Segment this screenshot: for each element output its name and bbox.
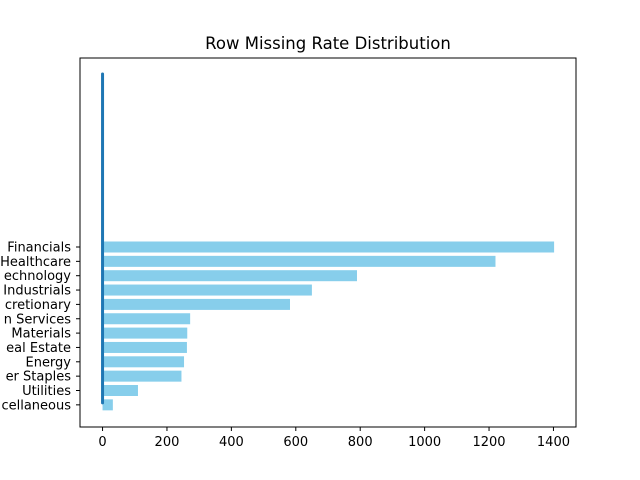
bars-layer <box>102 241 555 411</box>
chart-title: Row Missing Rate Distribution <box>205 34 451 53</box>
x-tick-label: 0 <box>98 435 106 450</box>
bar-consumer-staples <box>102 370 182 382</box>
x-ticks-layer: 0 200 400 600 800 1000 1200 1400 <box>98 427 570 450</box>
x-tick-label: 1000 <box>408 435 441 450</box>
y-tick-label: Financials <box>7 241 71 256</box>
bar-technology <box>102 270 357 282</box>
bar-communication-services <box>102 313 191 325</box>
bar-utilities <box>102 385 138 396</box>
x-tick-label: 800 <box>348 435 373 450</box>
y-tick-label: eal Estate <box>6 341 71 356</box>
bar-energy <box>102 356 185 368</box>
bar-industrials <box>102 284 312 296</box>
bar-healthcare <box>102 255 496 267</box>
y-tick-label: Energy <box>25 355 71 370</box>
bar-consumer-discretionary <box>102 298 290 310</box>
y-tick-label: cellaneous <box>1 398 71 413</box>
y-tick-label: Healthcare <box>0 255 71 270</box>
y-tick-label: echnology <box>4 269 71 284</box>
y-labels-layer: FinancialsHealthcareechnologyIndustrials… <box>0 241 80 413</box>
plot-frame <box>79 57 577 428</box>
y-tick-label: cretionary <box>5 298 71 313</box>
y-tick-label: n Services <box>4 312 71 327</box>
y-tick-label: er Staples <box>6 370 72 385</box>
x-tick-label: 400 <box>219 435 244 450</box>
bar-real-estate <box>102 341 187 353</box>
y-tick-label: Industrials <box>3 284 71 299</box>
bar-miscellaneous <box>102 399 113 411</box>
bar-financials <box>102 241 555 253</box>
y-tick-label: Utilities <box>22 384 71 399</box>
bar-materials <box>102 327 188 339</box>
x-tick-label: 1400 <box>537 435 570 450</box>
y-tick-label: Materials <box>11 327 71 342</box>
x-tick-label: 600 <box>283 435 308 450</box>
x-tick-label: 1200 <box>472 435 505 450</box>
x-tick-label: 200 <box>155 435 180 450</box>
